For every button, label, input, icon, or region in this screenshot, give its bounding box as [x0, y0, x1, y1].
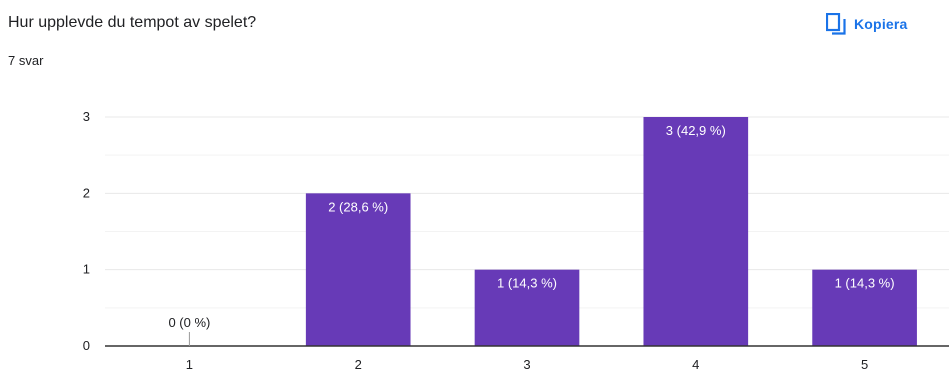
x-axis-ticks: 1 2 3 4 5	[186, 357, 868, 370]
data-labels: 0 (0 %) 2 (28,6 %) 1 (14,3 %) 3 (42,9 %) 1 (…	[168, 123, 895, 346]
bar	[474, 269, 580, 346]
question-title: Hur upplevde du tempot av spelet?	[8, 14, 257, 31]
data-label: 2 (28,6 %)	[328, 199, 388, 214]
y-axis-ticks: 0 1 2 3	[83, 109, 90, 353]
copy-icon	[826, 13, 846, 35]
x-tick-label: 1	[186, 357, 193, 370]
x-tick-label: 2	[355, 357, 362, 370]
y-tick-label: 1	[83, 262, 90, 277]
y-tick-label: 3	[83, 109, 90, 124]
y-tick-label: 0	[83, 338, 90, 353]
x-tick-label: 5	[861, 357, 868, 370]
data-label: 0 (0 %)	[168, 315, 210, 330]
response-count: 7 svar	[8, 53, 44, 68]
bars	[305, 117, 917, 346]
bar	[305, 193, 411, 346]
data-label: 3 (42,9 %)	[666, 123, 726, 138]
copy-label: Kopiera	[854, 16, 908, 32]
x-tick-label: 3	[523, 357, 530, 370]
y-tick-label: 2	[83, 185, 90, 200]
data-label: 1 (14,3 %)	[497, 276, 557, 291]
data-label: 1 (14,3 %)	[835, 276, 895, 291]
bar	[643, 117, 749, 346]
bar	[812, 269, 917, 346]
x-tick-label: 4	[692, 357, 699, 370]
copy-button[interactable]: Kopiera	[818, 7, 916, 41]
